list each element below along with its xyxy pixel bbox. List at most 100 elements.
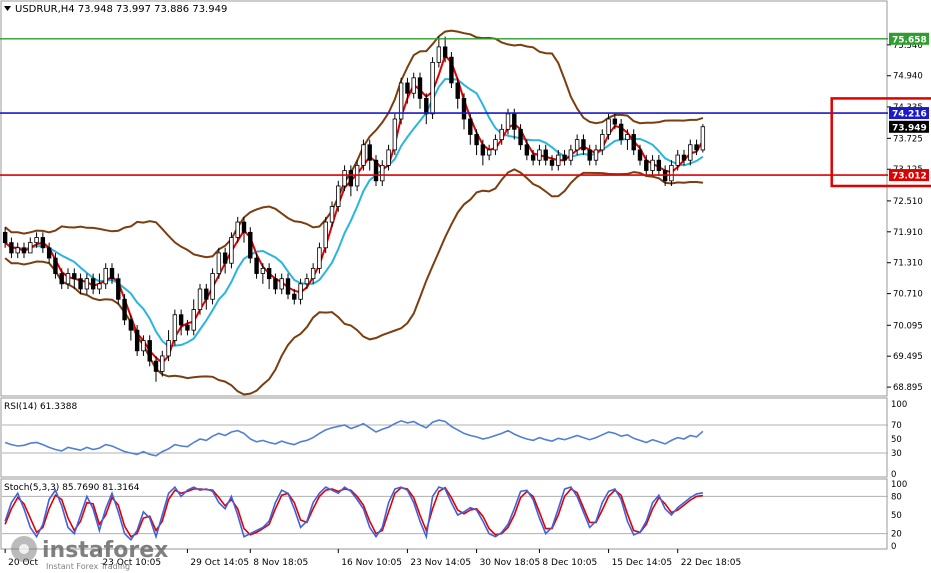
candle-body [166, 340, 171, 357]
candle-body [373, 159, 379, 182]
candle [512, 108, 517, 140]
candle-body [103, 267, 108, 285]
candle-body [650, 159, 655, 171]
candle-body [78, 278, 83, 290]
candle [109, 263, 115, 284]
main-panel-frame [0, 0, 888, 397]
candle-body [518, 128, 523, 146]
symbol-header: USDRUR,H4 73.948 73.997 73.886 73.949 [15, 4, 227, 15]
candle-body [9, 242, 14, 254]
candle-body [417, 77, 423, 99]
candle [128, 314, 134, 341]
candle [65, 268, 71, 289]
time-tick-label: 22 Dec 18:05 [681, 558, 742, 568]
candle [222, 247, 228, 274]
candle [644, 155, 649, 176]
candle-body [505, 113, 511, 130]
candle [304, 273, 310, 289]
candle-body [386, 149, 391, 166]
watermark-tagline: Instant Forex Trading [46, 562, 130, 571]
candle-body [424, 98, 429, 115]
candle-body [644, 159, 649, 171]
candle-body [493, 139, 498, 151]
stoch-tick-label: 80 [891, 492, 902, 502]
price-tick-label: 69.495 [893, 352, 923, 362]
candle [581, 134, 586, 156]
candle-body [97, 283, 102, 290]
range-box [830, 97, 931, 188]
candle [103, 263, 108, 289]
fast-ma-line [4, 53, 704, 365]
candle-body [461, 98, 467, 120]
price-tick-label: 74.940 [893, 72, 923, 82]
rsi-line [4, 419, 704, 457]
candle-body [191, 309, 196, 331]
candle [84, 273, 90, 295]
candle-body [222, 252, 228, 264]
candle [518, 124, 523, 150]
candle-body [229, 237, 234, 264]
candle [266, 263, 272, 289]
candle-body [2, 231, 8, 244]
rsi-panel: 100 70 50 30 0 [2, 400, 907, 480]
candle-body [160, 355, 165, 372]
candle [191, 299, 196, 336]
candle-body [587, 149, 592, 161]
candle [15, 242, 20, 259]
candle-body [436, 46, 442, 63]
candle [524, 139, 530, 161]
candle [405, 77, 410, 104]
candle [480, 139, 486, 166]
range-rectangle [830, 97, 931, 188]
candle-body [486, 149, 492, 156]
candle-body [480, 144, 486, 156]
candle [279, 273, 284, 295]
candle [694, 139, 699, 156]
candle-body [21, 247, 27, 254]
candle-body [72, 273, 77, 280]
bollinger-upper [4, 29, 704, 259]
candle-body [411, 77, 416, 94]
candle-body [631, 134, 636, 151]
candle [631, 129, 636, 156]
candle [424, 93, 429, 125]
support-level-tag: 73.012 [892, 172, 927, 182]
candle [618, 119, 624, 145]
watermark: instaforex Instant Forex Trading [11, 536, 168, 571]
candle [656, 155, 662, 176]
candle-body [153, 360, 159, 372]
candle [367, 139, 372, 171]
last-price-tag: 73.949 [892, 123, 927, 133]
time-tick-label: 15 Dec 14:05 [612, 558, 673, 568]
candle-body [530, 154, 536, 161]
candle-body [612, 118, 618, 125]
candle [549, 155, 555, 171]
price-tick-label: 75.540 [893, 41, 923, 51]
time-tick-label: 30 Nov 18:05 [480, 558, 541, 568]
candle [235, 216, 240, 243]
candle-body [380, 164, 385, 182]
candle-body [310, 267, 316, 280]
candle [229, 232, 234, 269]
slow-ma-line [4, 78, 704, 348]
candle-body [336, 185, 341, 207]
time-tick-label: 16 Nov 10:05 [341, 558, 402, 568]
candle-body [700, 126, 706, 151]
candle-body [688, 144, 693, 161]
candle-body [637, 149, 643, 161]
stoch-label: Stoch(5,3,3) 85.7690 81.3164 [4, 483, 140, 493]
top-level-tag: 75.658 [892, 35, 927, 45]
candle [442, 36, 448, 63]
candle [197, 283, 203, 315]
candle-body [292, 293, 297, 300]
candle [185, 319, 190, 336]
candle-body [442, 46, 448, 58]
price-tick-label: 73.725 [893, 134, 923, 144]
candle [172, 309, 178, 346]
candle-body [285, 278, 291, 295]
candle-body [210, 273, 215, 300]
support-level-tag-bg [889, 169, 929, 182]
candle-body [593, 149, 599, 161]
candle-body [556, 154, 561, 166]
candle-body [562, 154, 567, 161]
